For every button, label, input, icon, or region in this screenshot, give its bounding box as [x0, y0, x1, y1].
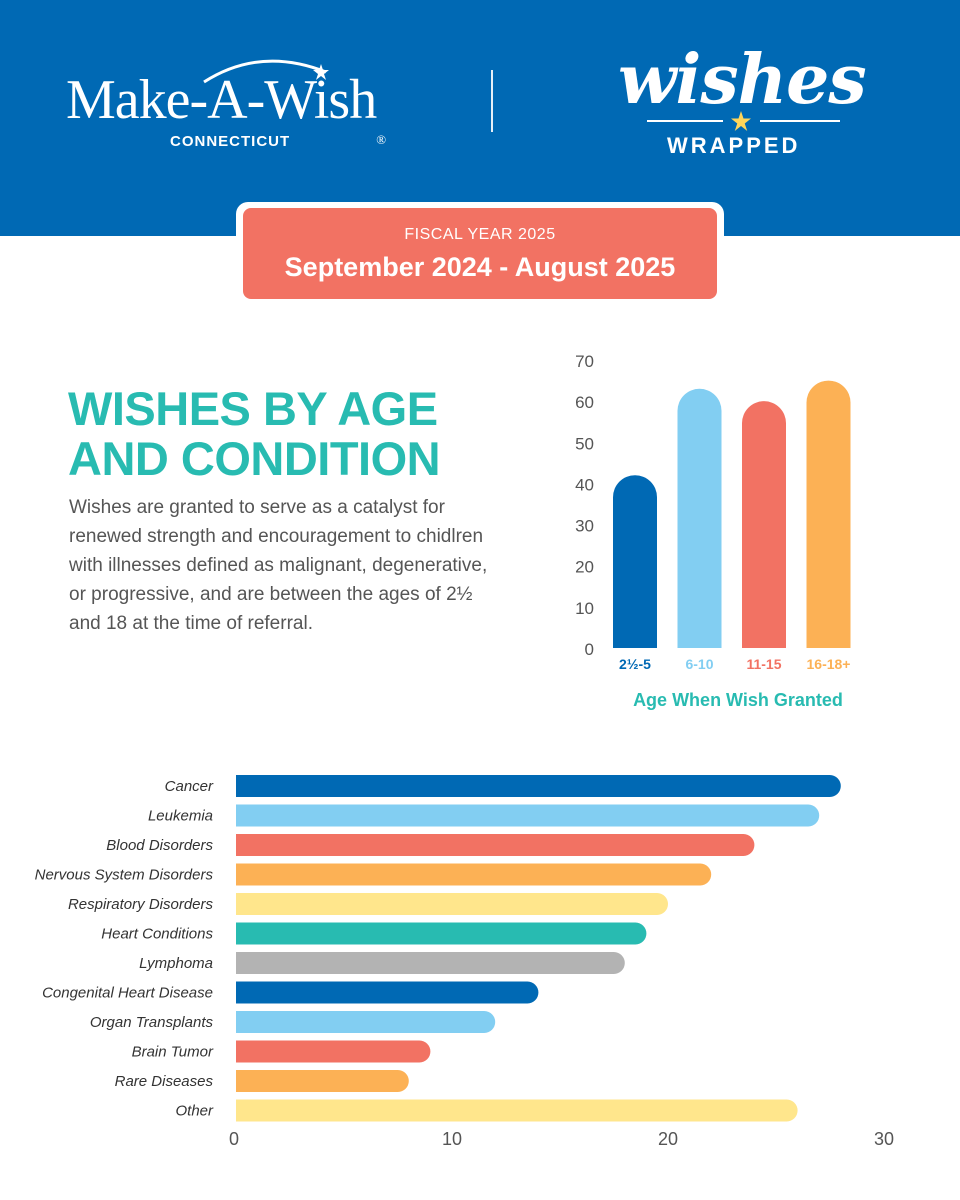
- x-tick-label: 20: [658, 1129, 678, 1149]
- brand-subtitle: WRAPPED: [667, 133, 801, 158]
- condition-category-label: Rare Diseases: [115, 1073, 214, 1090]
- x-tick-label: 0: [229, 1129, 239, 1149]
- fiscal-year-range: September 2024 - August 2025: [284, 252, 676, 282]
- logo-text: Make-A-Wish: [66, 69, 377, 131]
- condition-category-label: Organ Transplants: [90, 1014, 214, 1031]
- condition-bar: [236, 863, 712, 886]
- condition-bar: [236, 775, 841, 797]
- condition-bar: [236, 952, 625, 974]
- section-heading-line1: WISHES BY AGE: [68, 382, 438, 435]
- header-divider: [491, 70, 493, 132]
- section-heading: WISHES BY AGE AND CONDITION: [68, 384, 508, 484]
- y-tick-label: 30: [575, 517, 594, 536]
- y-tick-label: 20: [575, 558, 594, 577]
- y-tick-label: 60: [575, 393, 594, 412]
- header-banner: Make-A-Wish® CONNECTICUT wishes WRAPPED: [0, 0, 960, 236]
- y-tick-label: 50: [575, 434, 594, 453]
- condition-category-label: Lymphoma: [139, 955, 213, 972]
- x-tick-label: 10: [442, 1129, 462, 1149]
- condition-bar: [236, 1099, 798, 1122]
- star-icon: [731, 111, 751, 131]
- y-tick-label: 40: [575, 475, 594, 494]
- condition-category-label: Cancer: [165, 778, 214, 795]
- condition-category-label: Other: [175, 1103, 214, 1120]
- condition-category-label: Nervous System Disorders: [35, 867, 214, 884]
- condition-category-label: Heart Conditions: [101, 926, 213, 943]
- age-bar: [677, 388, 722, 648]
- age-axis-title: Age When Wish Granted: [633, 690, 843, 710]
- y-tick-label: 10: [575, 599, 594, 618]
- age-category-label: 11-15: [746, 656, 781, 672]
- brand-rule-left: [647, 120, 723, 122]
- condition-category-label: Congenital Heart Disease: [42, 985, 213, 1002]
- brand-title: wishes: [618, 40, 867, 120]
- make-a-wish-logo: Make-A-Wish®: [66, 69, 386, 147]
- age-category-label: 6-10: [685, 656, 713, 672]
- condition-category-label: Brain Tumor: [132, 1044, 214, 1061]
- condition-category-label: Blood Disorders: [106, 837, 213, 854]
- age-category-label: 2½-5: [619, 656, 651, 672]
- condition-bar: [236, 981, 539, 1004]
- fiscal-year-label: FISCAL YEAR 2025: [404, 226, 556, 243]
- condition-bar: [236, 1070, 409, 1092]
- age-bar: [806, 380, 851, 648]
- y-tick-label: 70: [575, 352, 594, 371]
- condition-bar: [236, 1011, 496, 1033]
- brand-rule-right: [760, 120, 840, 122]
- condition-bar: [236, 1040, 431, 1063]
- y-tick-label: 0: [585, 640, 594, 659]
- condition-bar: [236, 834, 755, 856]
- logo-region: CONNECTICUT: [170, 133, 291, 150]
- condition-bar-chart: Cancer Leukemia Blood Disorders Nervous Sys…: [35, 775, 894, 1149]
- condition-category-label: Leukemia: [148, 808, 213, 825]
- registered-mark: ®: [376, 132, 386, 147]
- condition-bar: [236, 893, 668, 915]
- condition-bar: [236, 922, 647, 945]
- x-tick-label: 30: [874, 1129, 894, 1149]
- age-bar: [613, 475, 657, 648]
- condition-bar: [236, 804, 820, 827]
- age-bar: [742, 401, 786, 648]
- star-icon: [313, 64, 329, 80]
- age-bar-chart: 0 10 20 30 40 50 60 70 2½-5 6-10 11-15 16-18+ Age Wh…: [575, 352, 851, 710]
- condition-category-label: Respiratory Disorders: [68, 896, 214, 913]
- logo-swoosh-icon: [203, 59, 327, 84]
- section-description: Wishes are granted to serve as a catalys…: [69, 497, 488, 634]
- section-heading-line2: AND CONDITION: [68, 432, 441, 485]
- fiscal-year-banner: FISCAL YEAR 2025 September 2024 - August…: [243, 208, 717, 299]
- age-category-label: 16-18+: [807, 656, 851, 672]
